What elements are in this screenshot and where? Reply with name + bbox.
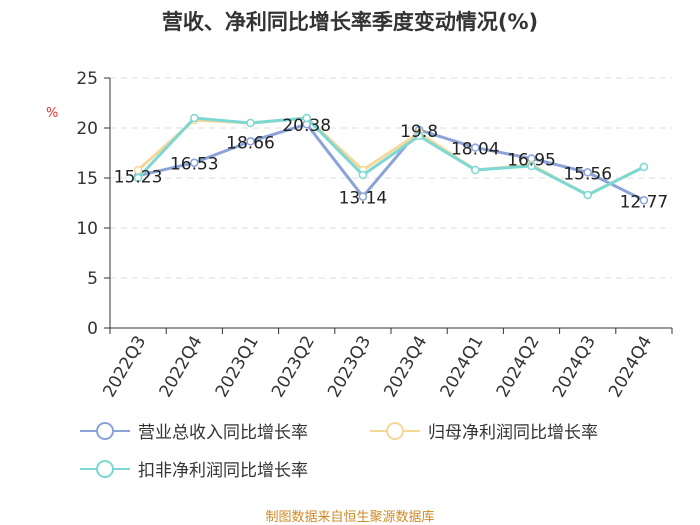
data-label: 18.04 bbox=[451, 140, 500, 160]
data-point bbox=[639, 196, 649, 205]
data-point bbox=[471, 143, 480, 152]
data-point bbox=[133, 165, 143, 175]
data-point bbox=[358, 170, 368, 180]
legend-item-revenue[interactable]: 营业总收入同比增长率 bbox=[80, 418, 308, 443]
legend-label-deducted-profit: 扣非净利润同比增长率 bbox=[138, 461, 308, 481]
gridlines bbox=[110, 77, 672, 279]
legend-marker-net-profit bbox=[370, 421, 420, 440]
data-label: 15.56 bbox=[563, 164, 612, 184]
x-tick-label: 2024Q2 bbox=[493, 333, 544, 401]
y-tick-label: 10 bbox=[76, 219, 98, 239]
data-label: 16.95 bbox=[507, 151, 556, 171]
legend-item-net-profit[interactable]: 归母净利润同比增长率 bbox=[370, 418, 598, 443]
x-tick-label: 2024Q4 bbox=[605, 333, 656, 401]
data-point bbox=[133, 173, 143, 183]
y-tick-label: 15 bbox=[76, 169, 98, 189]
data-point bbox=[414, 131, 424, 141]
legend-label-net-profit: 归母净利润同比增长率 bbox=[428, 423, 598, 443]
data-label: 16.53 bbox=[170, 155, 219, 175]
data-point bbox=[583, 190, 592, 200]
legend-marker-deducted-profit bbox=[80, 459, 130, 478]
legend-item-deducted-profit[interactable]: 扣非净利润同比增长率 bbox=[80, 456, 308, 481]
series-line-0 bbox=[137, 122, 645, 202]
axes: 0 5 10 15 20 25 2022Q3 2022Q4 2023Q1 2023Q2 2023Q3… bbox=[76, 69, 673, 401]
data-point bbox=[527, 161, 536, 171]
data-point bbox=[190, 158, 199, 167]
chart-title: 营收、净利同比增长率季度变动情况(%) bbox=[161, 10, 539, 34]
y-tick-label: 5 bbox=[87, 269, 98, 289]
data-point bbox=[639, 162, 649, 172]
data-label: 18.66 bbox=[226, 133, 275, 153]
y-axis-label: % bbox=[46, 106, 59, 121]
x-tick-label: 2024Q1 bbox=[437, 333, 488, 401]
y-tick-label: 20 bbox=[76, 119, 98, 139]
x-tick-label: 2022Q3 bbox=[99, 333, 150, 401]
series-lines bbox=[133, 113, 649, 205]
x-tick-label: 2023Q4 bbox=[380, 333, 431, 401]
y-tick-label: 25 bbox=[76, 69, 98, 89]
data-label: 12.77 bbox=[620, 192, 669, 212]
y-tick-label: 0 bbox=[87, 319, 98, 339]
legend-marker-revenue bbox=[80, 421, 130, 440]
source-note: 制图数据来自恒生聚源数据库 bbox=[265, 510, 435, 525]
data-label: 13.14 bbox=[339, 189, 388, 209]
x-tick-label: 2023Q1 bbox=[212, 333, 263, 401]
data-point bbox=[246, 137, 255, 146]
series-line-2 bbox=[137, 116, 645, 197]
data-label: 15.23 bbox=[114, 168, 163, 188]
data-label: 19.8 bbox=[400, 122, 438, 142]
data-point bbox=[358, 192, 368, 201]
data-point bbox=[302, 113, 311, 123]
x-tick-label: 2022Q4 bbox=[156, 333, 207, 401]
x-tick-label: 2023Q3 bbox=[324, 333, 375, 401]
data-point bbox=[246, 118, 255, 128]
data-point bbox=[471, 165, 480, 175]
data-label: 20.38 bbox=[282, 116, 331, 136]
data-labels: 15.23 16.53 18.66 20.38 13.14 19.8 18.04 16.95 1… bbox=[114, 116, 668, 212]
x-tick-label: 2024Q3 bbox=[549, 333, 600, 401]
x-tick-label: 2023Q2 bbox=[268, 333, 319, 401]
data-point bbox=[583, 168, 592, 177]
data-point bbox=[190, 113, 199, 123]
legend-label-revenue: 营业总收入同比增长率 bbox=[138, 423, 308, 443]
